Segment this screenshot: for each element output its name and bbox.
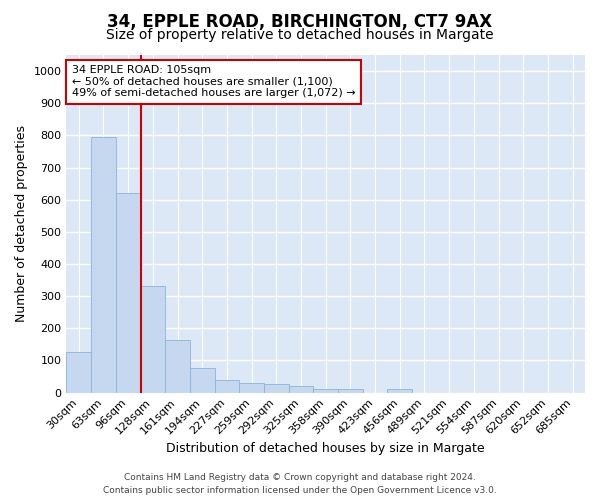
Bar (289, 386, 313, 392)
X-axis label: Distribution of detached houses by size in Margate: Distribution of detached houses by size … (166, 442, 485, 455)
Text: Size of property relative to detached houses in Margate: Size of property relative to detached ho… (106, 28, 494, 42)
Bar (215, 380, 239, 392)
Bar (91, 137, 116, 392)
Bar (140, 286, 165, 393)
Text: 34 EPPLE ROAD: 105sqm
← 50% of detached houses are smaller (1,100)
49% of semi-d: 34 EPPLE ROAD: 105sqm ← 50% of detached … (71, 65, 355, 98)
Y-axis label: Number of detached properties: Number of detached properties (15, 126, 28, 322)
Bar (165, 340, 190, 392)
Bar (67, 352, 91, 393)
Bar (264, 384, 289, 392)
Text: 34, EPPLE ROAD, BIRCHINGTON, CT7 9AX: 34, EPPLE ROAD, BIRCHINGTON, CT7 9AX (107, 12, 493, 30)
Text: Contains HM Land Registry data © Crown copyright and database right 2024.
Contai: Contains HM Land Registry data © Crown c… (103, 474, 497, 495)
Bar (190, 368, 215, 392)
Bar (388, 390, 412, 392)
Bar (338, 390, 363, 392)
Bar (239, 383, 264, 392)
Bar (116, 194, 140, 392)
Bar (313, 388, 338, 392)
